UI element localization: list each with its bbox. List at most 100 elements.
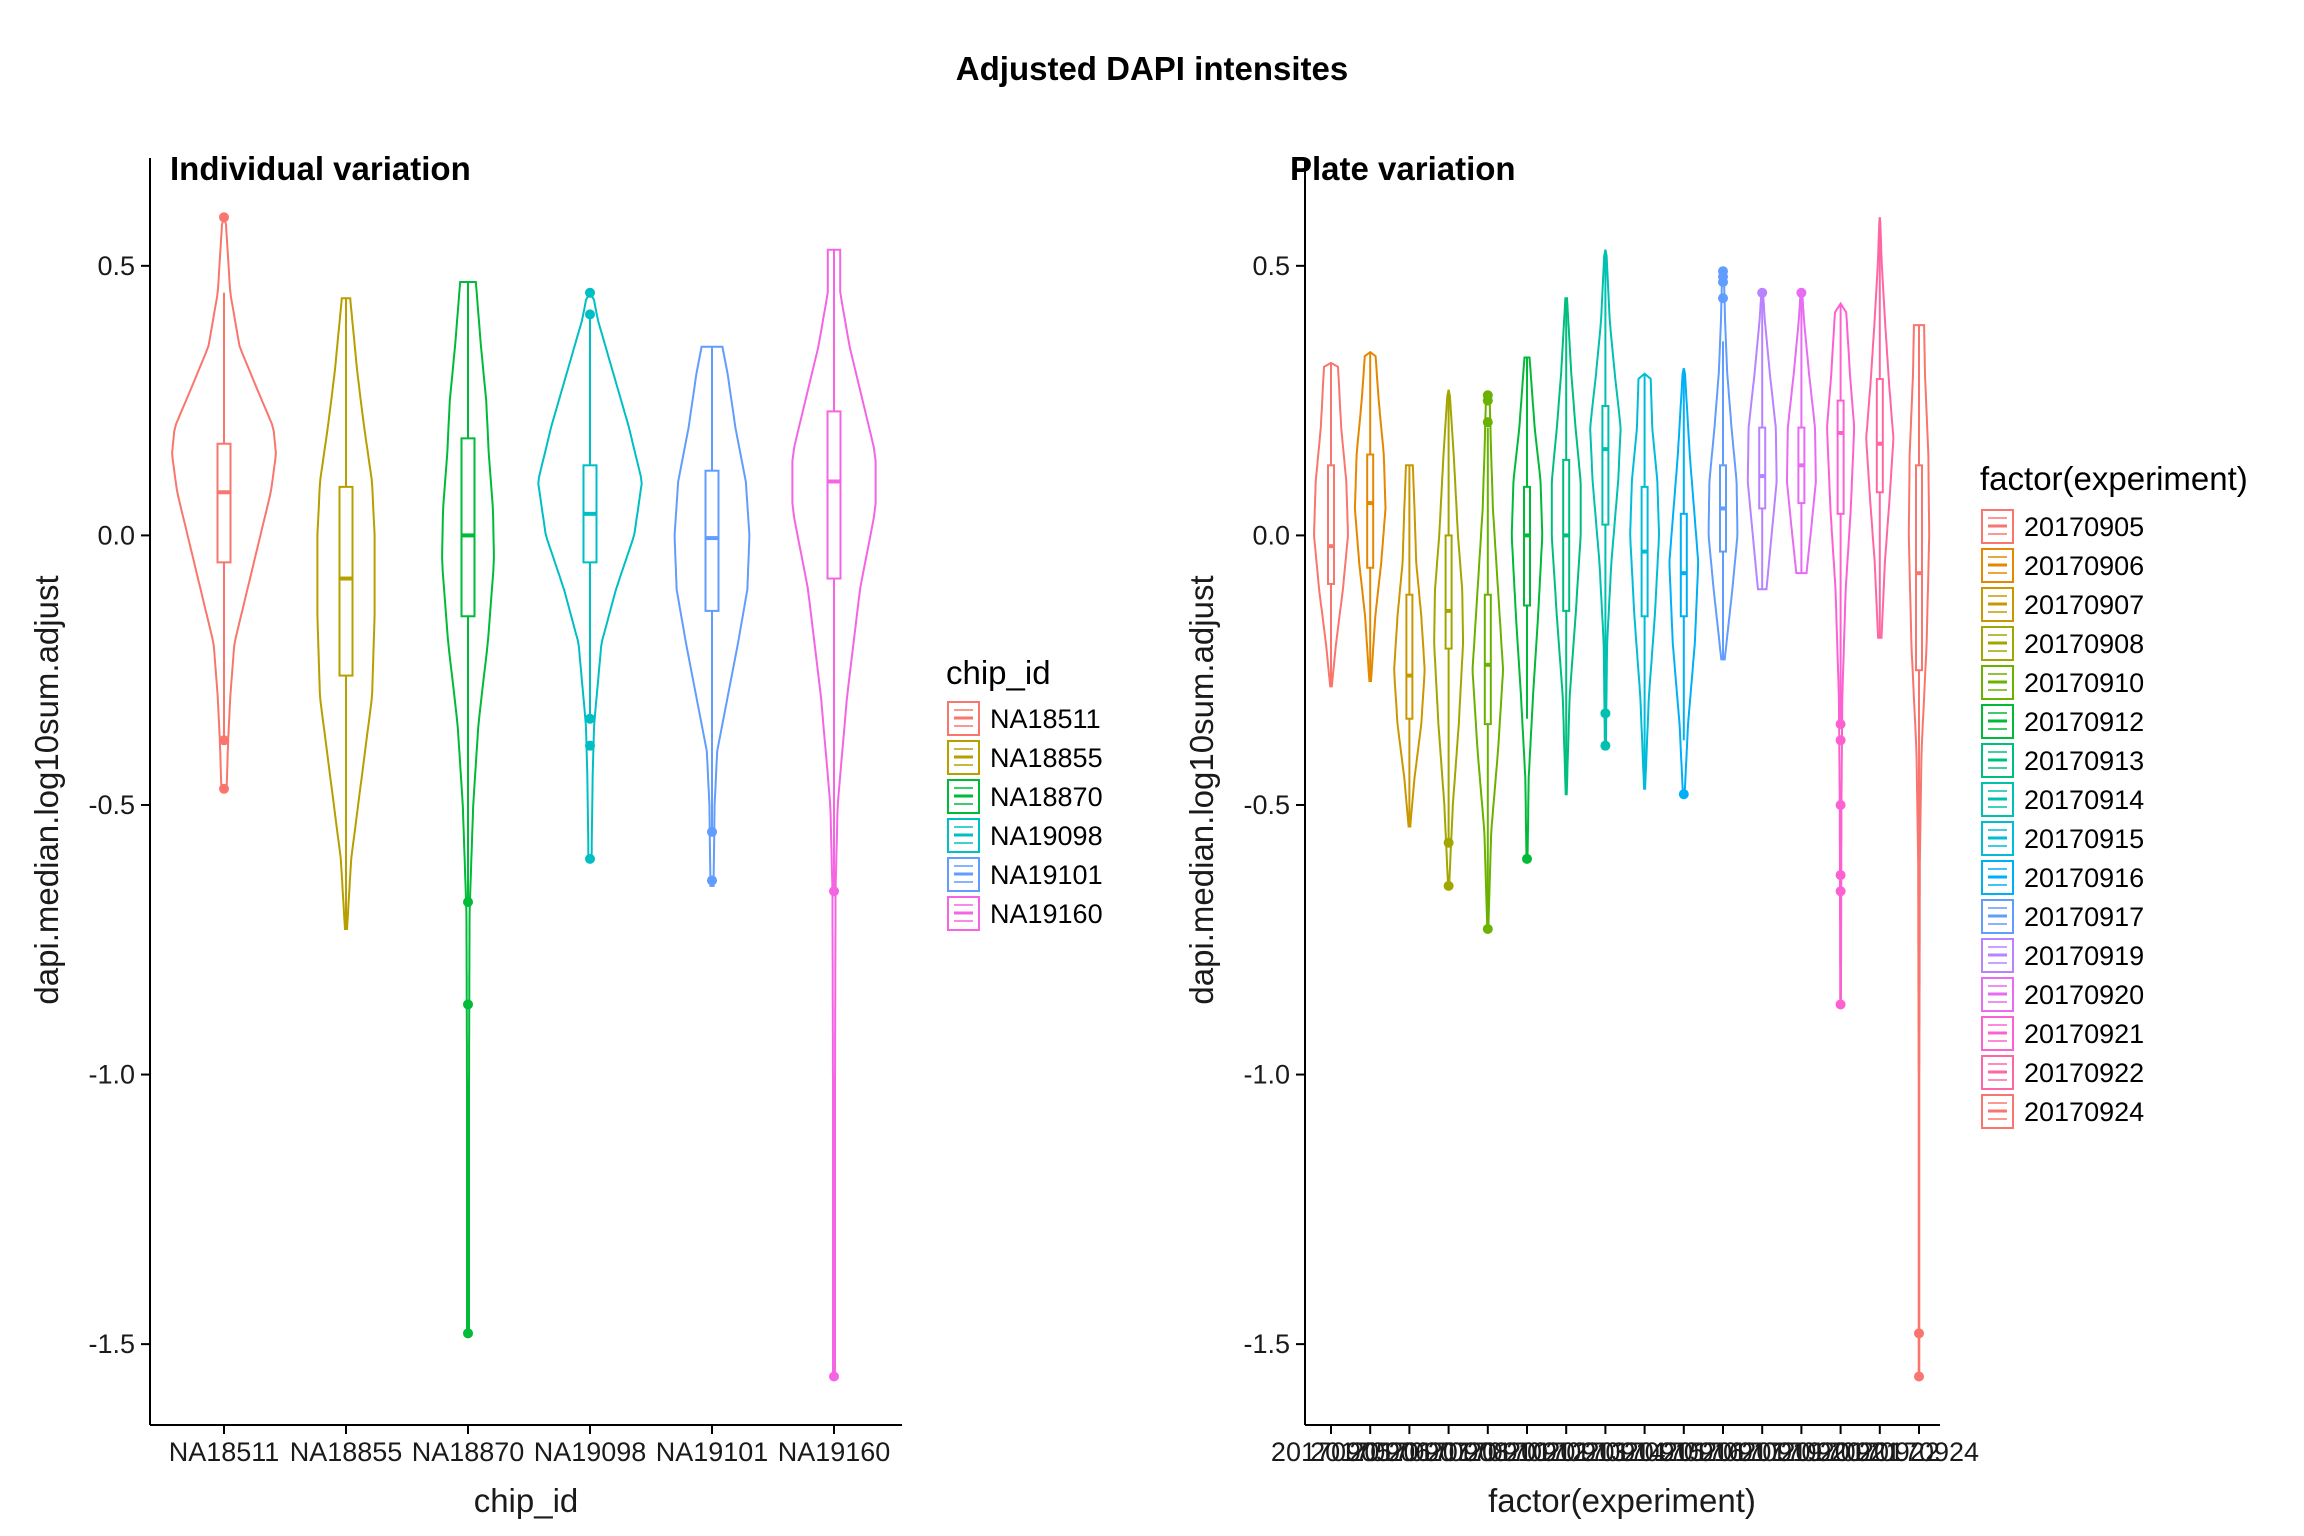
outlier-point bbox=[707, 826, 717, 837]
panel-title: Plate variation bbox=[1290, 150, 1516, 187]
legend-item: NA18870 bbox=[947, 779, 1103, 814]
legend-label: 20170906 bbox=[2024, 551, 2144, 581]
box bbox=[1366, 453, 1375, 569]
legend-label: 20170922 bbox=[2024, 1058, 2144, 1088]
violin bbox=[1907, 324, 1931, 1378]
legend-item: 20170905 bbox=[1981, 509, 2144, 544]
legend-item: 20170914 bbox=[1981, 782, 2144, 817]
outlier-point bbox=[1600, 740, 1611, 751]
figure-title: Adjusted DAPI intensites bbox=[956, 50, 1348, 87]
x-tick-label: 20170913 bbox=[1506, 1437, 1626, 1467]
x-tick-label: 20170920 bbox=[1741, 1437, 1861, 1467]
x-tick-label: 20170905 bbox=[1271, 1437, 1391, 1467]
outlier-point bbox=[585, 287, 595, 298]
legend-item: 20170915 bbox=[1981, 821, 2144, 856]
box bbox=[1523, 485, 1531, 607]
legend-label: 20170905 bbox=[2024, 512, 2144, 542]
outlier-point bbox=[1443, 880, 1454, 891]
legend-label: NA19160 bbox=[990, 899, 1103, 929]
box bbox=[1758, 426, 1767, 510]
legend-item: 20170916 bbox=[1981, 860, 2144, 895]
x-axis-title: factor(experiment) bbox=[1488, 1482, 1756, 1519]
outlier-point bbox=[1482, 417, 1493, 428]
legend-item: 20170924 bbox=[1981, 1094, 2144, 1129]
outlier-point bbox=[463, 999, 473, 1010]
outlier-point bbox=[829, 1371, 839, 1382]
box bbox=[1601, 405, 1610, 526]
x-tick-label: NA19098 bbox=[534, 1437, 647, 1467]
legend-item: 20170922 bbox=[1981, 1055, 2144, 1090]
legend-item: NA18511 bbox=[947, 701, 1101, 736]
violin bbox=[673, 345, 751, 887]
outlier-point bbox=[585, 713, 595, 724]
legend-item: 20170912 bbox=[1981, 704, 2144, 739]
outlier-point bbox=[219, 735, 229, 746]
legend-title: chip_id bbox=[946, 654, 1051, 691]
box bbox=[1875, 378, 1884, 494]
y-axis-title: dapi.median.log10sum.adjust bbox=[1183, 575, 1220, 1004]
x-tick-label: 20170917 bbox=[1663, 1437, 1783, 1467]
x-axis-ticks: NA18511 NA18855 NA18870 NA19098 NA19101 NA191… bbox=[169, 1425, 891, 1467]
legend-label: 20170924 bbox=[2024, 1097, 2144, 1127]
x-tick-label: NA18855 bbox=[290, 1437, 403, 1467]
violin bbox=[791, 248, 877, 1378]
legend-item: 20170906 bbox=[1981, 548, 2144, 583]
violin bbox=[1826, 301, 1856, 1006]
box bbox=[1405, 593, 1414, 720]
legend-key-box bbox=[947, 740, 980, 775]
box bbox=[1915, 464, 1923, 672]
legend-item: 20170908 bbox=[1981, 626, 2144, 661]
legend: factor(experiment) 20170905 20170906 20170… bbox=[1980, 460, 2248, 1129]
x-tick-label: NA18870 bbox=[412, 1437, 525, 1467]
legend-item: NA19098 bbox=[947, 818, 1103, 853]
outlier-point bbox=[463, 1328, 473, 1339]
y-tick-label: 0.5 bbox=[1252, 251, 1290, 281]
legend-key-box bbox=[1981, 860, 2014, 895]
legend-label: 20170908 bbox=[2024, 629, 2144, 659]
legend-label: 20170912 bbox=[2024, 707, 2144, 737]
x-tick-label: 20170915 bbox=[1585, 1437, 1705, 1467]
legend-label: 20170914 bbox=[2024, 785, 2144, 815]
violin bbox=[441, 281, 495, 1335]
outlier-point bbox=[1600, 708, 1611, 719]
box bbox=[1327, 464, 1335, 585]
legend-title: factor(experiment) bbox=[1980, 460, 2248, 497]
legend-item: NA19160 bbox=[947, 896, 1103, 931]
outlier-point bbox=[707, 875, 717, 886]
box bbox=[704, 469, 720, 612]
outlier-point bbox=[585, 853, 595, 864]
outlier-point bbox=[1835, 999, 1846, 1010]
outlier-point bbox=[1718, 277, 1728, 288]
y-tick-label: -0.5 bbox=[1243, 790, 1290, 820]
outlier-point bbox=[219, 212, 229, 223]
x-axis-ticks: 2017090520170906201709072017090820170910… bbox=[1271, 1425, 1979, 1467]
x-tick-label: NA19101 bbox=[656, 1437, 769, 1467]
violin bbox=[316, 297, 376, 930]
legend-label: 20170921 bbox=[2024, 1019, 2144, 1049]
outlier-point bbox=[463, 897, 473, 908]
x-tick-label: 20170916 bbox=[1624, 1437, 1744, 1467]
x-tick-label: NA19160 bbox=[778, 1437, 891, 1467]
outlier-point bbox=[1835, 870, 1846, 881]
plot-area bbox=[1313, 217, 1931, 1382]
y-tick-label: -1.0 bbox=[1243, 1060, 1290, 1090]
legend-label: NA19101 bbox=[990, 860, 1103, 890]
outlier-point bbox=[1835, 799, 1846, 810]
x-tick-label: 20170910 bbox=[1428, 1437, 1548, 1467]
x-tick-label: 20170906 bbox=[1310, 1437, 1430, 1467]
x-tick-label: 20170924 bbox=[1859, 1437, 1979, 1467]
x-tick-label: 20170907 bbox=[1349, 1437, 1469, 1467]
y-tick-label: 0.0 bbox=[1252, 520, 1290, 550]
x-tick-label: 20170912 bbox=[1467, 1437, 1587, 1467]
violin bbox=[1510, 356, 1544, 860]
legend-key-box bbox=[1981, 1094, 2014, 1129]
panel-individual-variation: Individual variation 0.50.0-0.5-1.0-1.5 … bbox=[28, 150, 1103, 1519]
legend-label: 20170907 bbox=[2024, 590, 2144, 620]
legend-label: 20170916 bbox=[2024, 863, 2144, 893]
legend-item: 20170910 bbox=[1981, 665, 2144, 700]
box bbox=[1679, 512, 1688, 618]
outlier-point bbox=[1443, 837, 1454, 848]
outlier-point bbox=[1718, 293, 1728, 304]
outlier-point bbox=[1914, 1371, 1924, 1382]
legend-label: NA18855 bbox=[990, 743, 1103, 773]
